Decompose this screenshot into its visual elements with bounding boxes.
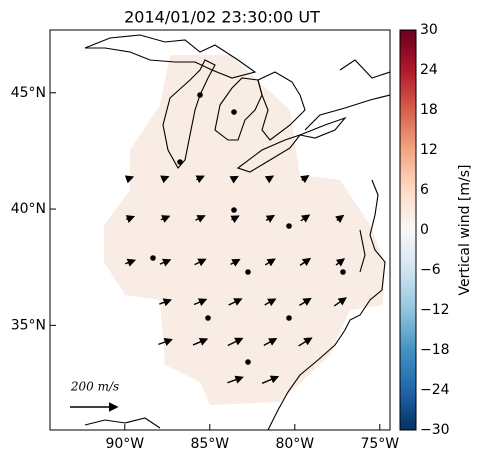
colorbar-tick-label: 6 [420, 182, 429, 198]
colorbar-tick-label: 30 [420, 22, 438, 38]
wind-arrow [195, 215, 206, 223]
x-tick-label: 85°W [190, 436, 229, 452]
wind-arrow [227, 337, 244, 347]
wind-arrow [194, 258, 207, 267]
colorbar-tick-label: 18 [420, 102, 438, 118]
wind-arrow [160, 215, 171, 223]
colorbar-tick-label: −30 [420, 422, 450, 438]
x-tick-label: 90°W [105, 436, 144, 452]
wind-arrow [159, 258, 172, 267]
wind-arrow [230, 215, 240, 224]
wind-arrow [333, 297, 347, 307]
wind-arrow [159, 298, 172, 307]
wind-arrow [298, 337, 313, 347]
colorbar-tick-label: −6 [420, 262, 441, 278]
scale-label: 200 m/s [70, 380, 119, 394]
wind-arrow [300, 214, 311, 223]
wind-arrow [125, 258, 137, 267]
wind-arrow [264, 298, 277, 307]
colorbar-tick-label: 12 [420, 142, 438, 158]
wind-arrow [195, 175, 205, 184]
y-tick-label: 45°N [11, 85, 46, 101]
colorbar-tick-label: 0 [420, 222, 429, 238]
wind-arrow [264, 258, 276, 267]
x-tick-label: 80°W [275, 436, 314, 452]
axis-ticks: 90°W 85°W 80°W 75°W 35°N 40°N 45°N −30 −24 −18 −12… [11, 22, 450, 452]
wind-arrow [299, 257, 312, 267]
wind-arrow [229, 175, 239, 184]
wind-arrow [227, 375, 244, 384]
wind-arrow [124, 175, 135, 184]
wind-arrow [264, 175, 275, 184]
wind-arrow [265, 214, 276, 223]
wind-arrows [124, 174, 347, 384]
wind-arrow [335, 214, 345, 224]
wind-arrow [299, 297, 312, 306]
colorbar-tick-label: −24 [420, 382, 450, 398]
colorbar-tick-label: −12 [420, 302, 450, 318]
wind-arrow [228, 298, 243, 306]
colorbar [399, 29, 417, 431]
wind-arrow [300, 174, 310, 184]
x-tick-label: 75°W [360, 436, 399, 452]
wind-arrow [261, 375, 280, 384]
map-frame [49, 29, 391, 431]
wind-arrow [192, 337, 209, 346]
map-area: 200 m/s [70, 34, 390, 430]
colorbar-label: Vertical wind [m/s] [457, 165, 473, 296]
wind-arrow [125, 215, 136, 223]
wind-arrow [335, 258, 346, 267]
title: 2014/01/02 23:30:00 UT [124, 8, 320, 27]
radar-sites [150, 92, 346, 365]
wind-arrow [263, 337, 278, 346]
coastlines [84, 34, 390, 430]
colorbar-tick-label: 24 [420, 62, 438, 78]
wind-arrow [160, 175, 170, 184]
wind-arrow [193, 298, 208, 307]
wind-arrow [158, 338, 173, 346]
colorbar-tick-label: −18 [420, 342, 450, 358]
y-tick-label: 35°N [11, 317, 46, 333]
y-tick-label: 40°N [11, 201, 46, 217]
wind-arrow [230, 258, 241, 267]
coverage [104, 55, 385, 405]
